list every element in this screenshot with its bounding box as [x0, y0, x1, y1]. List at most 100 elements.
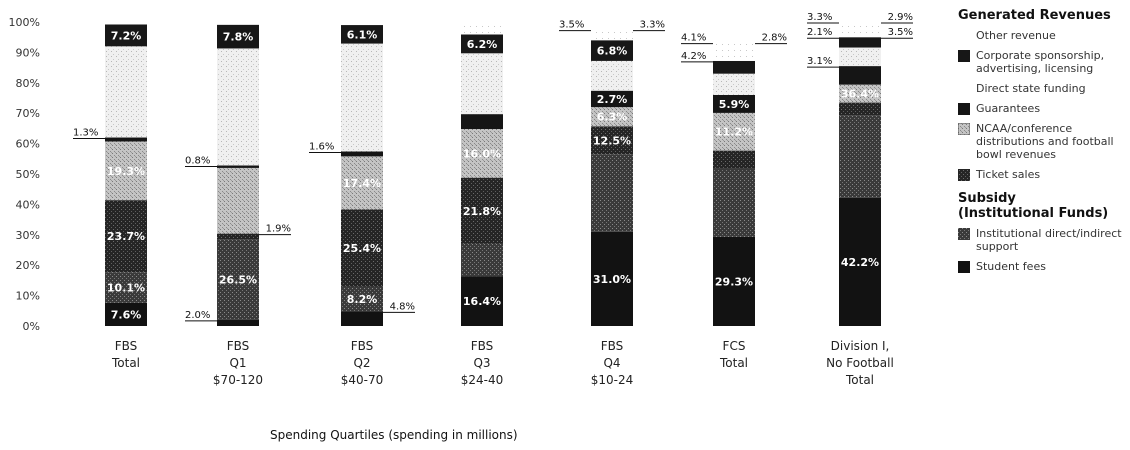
- bar-segment-corporate: [341, 25, 383, 44]
- y-tick-label: 60%: [16, 138, 40, 151]
- x-category-label: $40-70: [341, 373, 384, 387]
- legend-item-donor: Direct state funding: [958, 82, 1126, 95]
- legend-label: Other revenue: [976, 29, 1056, 42]
- data-label: 31.0%: [593, 273, 631, 286]
- data-label: 8.2%: [347, 293, 378, 306]
- data-label: 3.3%: [640, 20, 665, 31]
- bars: [105, 22, 881, 326]
- x-axis-title: Spending Quartiles (spending in millions…: [270, 428, 518, 442]
- x-category-label: FBS: [351, 339, 374, 353]
- legend-item-corporate: Corporate sponsorship, advertising, lice…: [958, 49, 1126, 75]
- data-label: 23.7%: [107, 230, 145, 243]
- x-category-label: Q4: [603, 356, 620, 370]
- bar-segment-tickets: [461, 177, 503, 244]
- data-label: 25.4%: [343, 242, 381, 255]
- bar-segment-other: [341, 22, 383, 26]
- bar-segment-corporate: [713, 60, 755, 74]
- data-label: 7.8%: [223, 31, 254, 44]
- bar-segment-institutional: [839, 115, 881, 198]
- legend-label: Student fees: [976, 260, 1046, 273]
- data-label: 1.3%: [73, 128, 98, 139]
- bar-segment-tickets: [217, 233, 259, 240]
- legend-item-ncaa: NCAA/conference distributions and footba…: [958, 122, 1126, 161]
- data-label: 4.1%: [681, 33, 706, 44]
- data-label: 2.1%: [807, 27, 832, 38]
- bar-segment-other: [461, 22, 503, 35]
- bar-segment-student_fees: [217, 319, 259, 326]
- y-tick-label: 100%: [9, 16, 40, 29]
- bar-segment-institutional: [341, 286, 383, 312]
- data-label: 2.7%: [597, 93, 628, 106]
- legend-generated-list: Other revenue Corporate sponsorship, adve…: [958, 29, 1126, 181]
- bar-segment-institutional: [105, 272, 147, 303]
- data-label: 3.5%: [559, 20, 584, 31]
- data-label: 36.4%: [841, 88, 879, 101]
- data-labels: 7.6% 10.1% 23.7% 19.3% 1.3% 7.2% 2.0% 26.5% 1.9%…: [73, 12, 913, 321]
- bar-segment-student_fees: [591, 231, 633, 326]
- y-tick-label: 40%: [16, 198, 40, 211]
- bar-segment-ncaa: [105, 141, 147, 201]
- bar-segment-institutional: [713, 168, 755, 237]
- y-tick-label: 80%: [16, 77, 40, 90]
- bar-segment-corporate: [105, 24, 147, 47]
- data-label: 3.1%: [807, 56, 832, 67]
- bar-segment-tickets: [591, 126, 633, 155]
- legend-subsidy-list: Institutional direct/indirect support Stu…: [958, 227, 1126, 273]
- data-label: 0.8%: [185, 155, 210, 166]
- data-label: 10.1%: [107, 282, 145, 295]
- data-label: 2.9%: [888, 12, 913, 23]
- bar-segment-corporate: [839, 37, 881, 48]
- data-label: 6.3%: [597, 111, 628, 124]
- legend-label: Corporate sponsorship, advertising, lice…: [976, 49, 1105, 75]
- x-category-label: FBS: [115, 339, 138, 353]
- data-label: 12.5%: [593, 134, 631, 147]
- legend-label: Direct state funding: [976, 82, 1086, 95]
- bar-segment-donor: [713, 73, 755, 95]
- data-label: 4.8%: [390, 301, 415, 312]
- data-label: 6.2%: [467, 38, 498, 51]
- y-tick-label: 10%: [16, 290, 40, 303]
- data-label: 16.4%: [463, 295, 501, 308]
- legend-label: NCAA/conference distributions and footba…: [976, 122, 1114, 161]
- y-tick-label: 70%: [16, 107, 40, 120]
- x-category-label: $24-40: [461, 373, 504, 387]
- x-category-label: FCS: [723, 339, 746, 353]
- data-label: 3.3%: [807, 12, 832, 23]
- y-tick-label: 20%: [16, 259, 40, 272]
- bar-segment-donor: [591, 60, 633, 91]
- data-label: 7.2%: [111, 29, 142, 42]
- legend-item-other: Other revenue: [958, 29, 1126, 42]
- bar-segment-ncaa: [217, 167, 259, 234]
- x-axis-categories: FBS Total FBS Q1 $70-120 FBS Q2 $40-70 FBS Q3 $24-…: [111, 339, 894, 387]
- bar-segment-tickets: [105, 200, 147, 273]
- data-label: 2.0%: [185, 310, 210, 321]
- legend-item-institutional: Institutional direct/indirect support: [958, 227, 1126, 253]
- bar-segment-institutional: [217, 239, 259, 320]
- legend-item-guarantees: Guarantees: [958, 102, 1126, 115]
- data-label: 7.6%: [111, 308, 142, 321]
- bar-segment-guarantees: [105, 137, 147, 142]
- data-label: 1.6%: [309, 142, 334, 153]
- data-label: 21.8%: [463, 205, 501, 218]
- legend-subsidy-subtitle: (Institutional Funds): [958, 206, 1109, 221]
- x-category-label: $10-24: [591, 373, 634, 387]
- bar-segment-ncaa: [591, 107, 633, 127]
- bar-segment-donor: [839, 47, 881, 67]
- bar-segment-student_fees: [341, 311, 383, 326]
- bar-segment-tickets: [341, 209, 383, 287]
- bar-segment-other: [713, 42, 755, 61]
- bar-segment-tickets: [713, 150, 755, 169]
- x-category-label: Q3: [473, 356, 490, 370]
- data-label: 3.5%: [888, 27, 913, 38]
- data-label: 4.2%: [681, 51, 706, 62]
- bar-segment-other: [105, 22, 147, 25]
- data-label: 6.8%: [597, 45, 628, 58]
- legend-swatch-corporate: [958, 50, 970, 62]
- data-label: 29.3%: [715, 275, 753, 288]
- x-category-label: No Football: [826, 356, 894, 370]
- y-tick-label: 0%: [23, 320, 40, 333]
- legend-subsidy-title: Subsidy: [958, 191, 1016, 206]
- bar-segment-donor: [341, 43, 383, 152]
- y-tick-label: 90%: [16, 46, 40, 59]
